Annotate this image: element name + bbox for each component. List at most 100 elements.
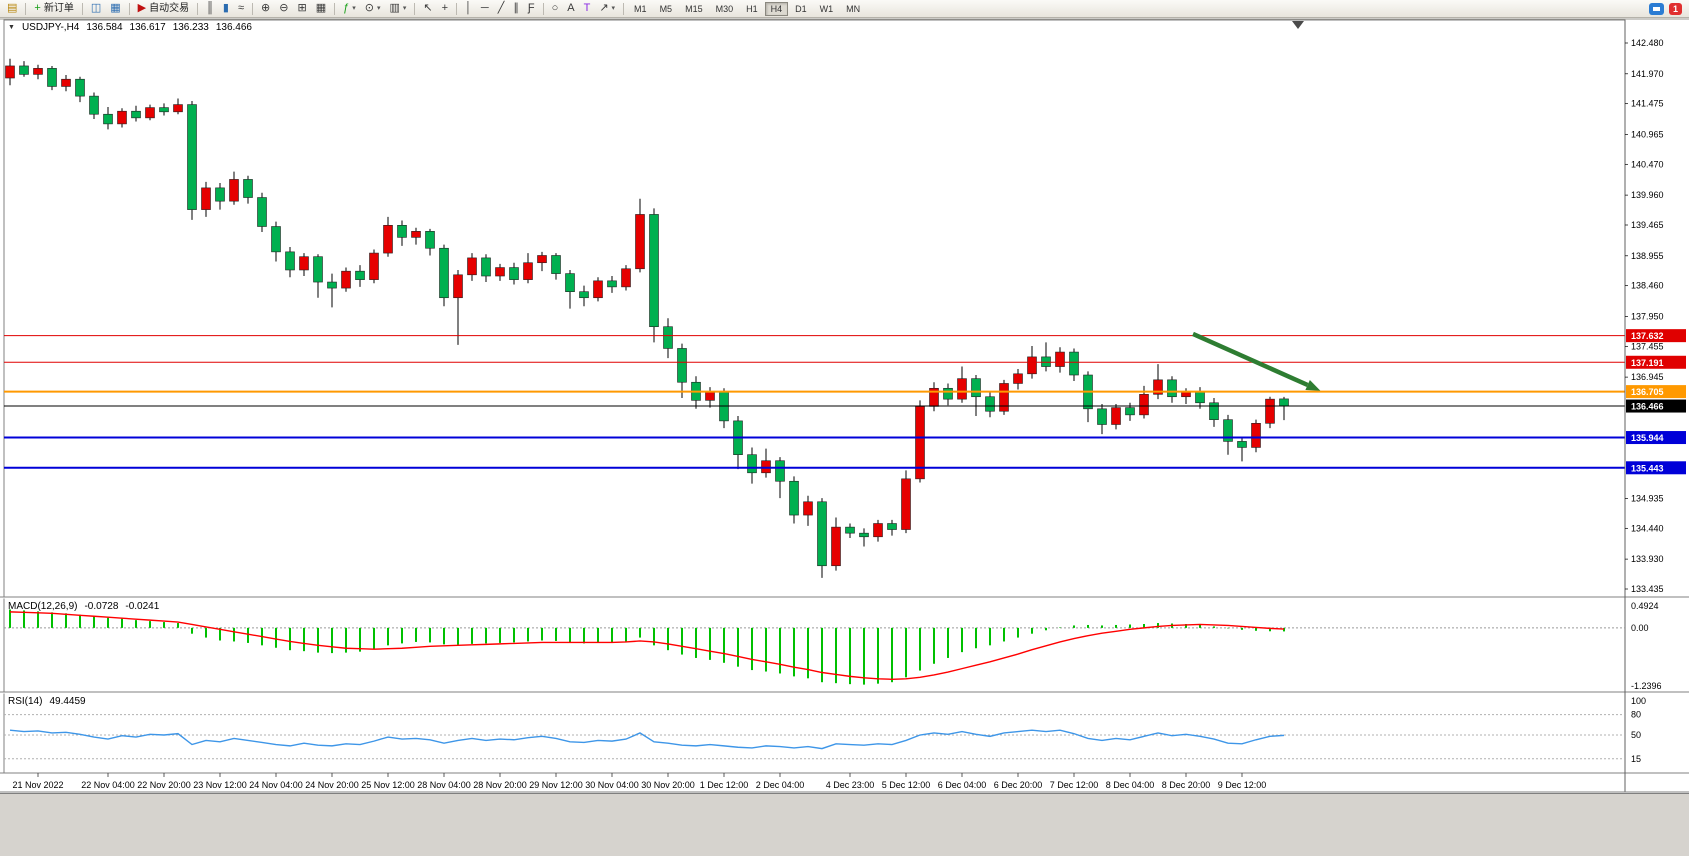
toolbar-separator (128, 2, 130, 15)
zoom-out-button[interactable]: ⊖ (275, 1, 292, 17)
time-axis-label[interactable]: 25 Nov 12:00 (361, 780, 415, 790)
community-chat-icon[interactable] (1648, 2, 1664, 15)
chart-shift-marker[interactable] (1292, 21, 1304, 29)
candle-body (159, 107, 169, 113)
timeframe-h4-button[interactable]: H4 (764, 1, 789, 16)
candle-body (943, 387, 953, 400)
time-axis-label[interactable]: 8 Dec 04:00 (1106, 780, 1155, 790)
trend-arrow-head[interactable] (1305, 379, 1321, 391)
tile-windows-button[interactable]: ⊞ (293, 1, 310, 17)
time-axis-label[interactable]: 24 Nov 04:00 (249, 780, 303, 790)
time-axis-label[interactable]: 23 Nov 12:00 (193, 780, 247, 790)
data-window-button[interactable]: ▦ (106, 1, 124, 17)
candle-body (761, 460, 771, 474)
timeframe-h1-button[interactable]: H1 (740, 2, 764, 16)
time-axis-label[interactable]: 7 Dec 12:00 (1050, 780, 1099, 790)
time-axis-label[interactable]: 6 Dec 04:00 (938, 780, 987, 790)
templates-button[interactable]: ▥ ▾ (385, 1, 410, 17)
zoom-in-button[interactable]: ⊕ (257, 1, 274, 17)
crosshair-button[interactable]: + (438, 1, 452, 17)
arrange-windows-button[interactable]: ▦ (312, 1, 330, 17)
cursor-button[interactable]: ↖ (419, 1, 436, 17)
candlestick-button[interactable]: ▮ (219, 1, 233, 17)
time-axis-label[interactable]: 6 Dec 20:00 (994, 780, 1043, 790)
macd-main-value: -0.0728 (84, 601, 119, 612)
bar-chart-button[interactable]: ║ (202, 1, 218, 17)
candle-body (523, 262, 533, 280)
candle-body (593, 280, 603, 299)
indicators-button[interactable]: ƒ ▾ (339, 1, 360, 17)
indicators-dropdown-icon[interactable]: ▾ (352, 5, 356, 12)
rsi-axis-label: 50 (1631, 730, 1641, 740)
time-axis-label[interactable]: 28 Nov 04:00 (417, 780, 471, 790)
new-order-label: 新订单 (43, 2, 74, 14)
macd-axis-label: 0.00 (1631, 623, 1649, 633)
time-axis-label[interactable]: 29 Nov 12:00 (529, 780, 583, 790)
horizontal-line-button[interactable]: ─ (477, 1, 493, 17)
timeframe-m1-button[interactable]: M1 (628, 2, 653, 16)
trend-arrow[interactable] (1192, 331, 1309, 388)
candle-body (1209, 402, 1219, 420)
new-chart-button[interactable]: ▤ (3, 1, 21, 17)
time-axis-label[interactable]: 30 Nov 04:00 (585, 780, 639, 790)
candle-body (229, 179, 239, 202)
one-click-trading-toggle[interactable]: ▼ (8, 24, 15, 31)
time-axis-label[interactable]: 2 Dec 04:00 (756, 780, 805, 790)
periods-button[interactable]: ⊙ ▾ (361, 1, 385, 17)
candle-body (845, 526, 855, 534)
equidistant-channel-button[interactable]: ∥ (509, 1, 523, 17)
candle-body (1223, 419, 1233, 442)
time-axis-label[interactable]: 8 Dec 20:00 (1162, 780, 1211, 790)
shapes-button[interactable]: ○ (548, 1, 563, 17)
time-axis-label[interactable]: 22 Nov 20:00 (137, 780, 191, 790)
time-axis-label[interactable]: 9 Dec 12:00 (1218, 780, 1267, 790)
horizontal-line-icon: ─ (480, 2, 489, 14)
arrows-button[interactable]: ↗ ▾ (595, 1, 619, 17)
vertical-line-button[interactable]: │ (461, 1, 476, 17)
time-axis-label[interactable]: 24 Nov 20:00 (305, 780, 359, 790)
candle-body (999, 383, 1009, 412)
candle-body (873, 523, 883, 538)
candle-body (89, 95, 99, 115)
timeframe-m15-button[interactable]: M15 (679, 2, 709, 16)
notifications-badge[interactable]: 1 (1668, 2, 1682, 15)
periods-dropdown-icon[interactable]: ▾ (376, 5, 381, 12)
time-axis-label[interactable]: 30 Nov 20:00 (641, 780, 695, 790)
time-axis-label[interactable]: 4 Dec 23:00 (826, 780, 875, 790)
time-axis-label[interactable]: 1 Dec 12:00 (700, 780, 749, 790)
templates-dropdown-icon[interactable]: ▾ (402, 5, 407, 12)
timeframe-mn-button[interactable]: MN (840, 2, 866, 16)
candle-body (257, 197, 267, 227)
timeframe-m30-button[interactable]: M30 (710, 2, 740, 16)
text-label-button[interactable]: T (580, 1, 595, 17)
arrows-icon: ↗ (599, 2, 609, 14)
fibonacci-button[interactable]: Ƒ (524, 1, 539, 17)
new-order-button[interactable]: + 新订单 (30, 1, 77, 17)
time-axis-label[interactable]: 21 Nov 2022 (12, 780, 63, 790)
candle-body (1013, 373, 1023, 384)
candle-body (19, 65, 29, 75)
trendline-button[interactable]: ╱ (494, 1, 509, 17)
candle-body (663, 326, 673, 349)
autotrading-button[interactable]: ▶ 自动交易 (134, 1, 193, 17)
rsi-axis-label: 100 (1631, 696, 1646, 706)
candle-body (327, 281, 337, 289)
market-watch-button[interactable]: ◫ (87, 1, 105, 17)
timeframe-d1-button[interactable]: D1 (789, 2, 813, 16)
rsi-axis-label: 15 (1631, 754, 1641, 764)
timeframe-w1-button[interactable]: W1 (814, 2, 840, 16)
line-chart-button[interactable]: ≈ (234, 1, 248, 17)
indicators-icon: ƒ (343, 2, 350, 14)
candle-body (467, 257, 477, 276)
macd-axis-label: 0.4924 (1631, 601, 1659, 611)
arrows-dropdown-icon[interactable]: ▾ (611, 5, 616, 12)
text-button[interactable]: A (563, 1, 578, 17)
time-axis-label[interactable]: 5 Dec 12:00 (882, 780, 931, 790)
time-axis-label[interactable]: 22 Nov 04:00 (81, 780, 135, 790)
time-axis-label[interactable]: 28 Nov 20:00 (473, 780, 527, 790)
candle-body (1111, 407, 1121, 425)
timeframe-m5-button[interactable]: M5 (654, 2, 679, 16)
candle-body (1181, 391, 1191, 398)
price-badge-label: 135.944 (1631, 433, 1664, 443)
